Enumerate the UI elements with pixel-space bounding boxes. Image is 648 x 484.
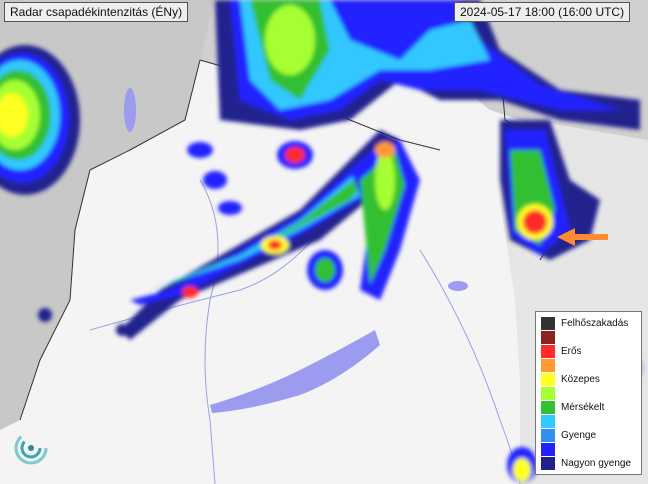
legend-item: Nagyon gyenge — [541, 457, 631, 470]
country-border — [19, 59, 201, 421]
legend-item: Gyenge — [541, 429, 596, 442]
legend-label: Felhőszakadás — [561, 318, 629, 329]
legend-item — [541, 331, 561, 344]
legend-label: Gyenge — [561, 430, 597, 441]
legend-item: Erős — [541, 345, 582, 358]
legend-item: Mérsékelt — [541, 401, 604, 414]
legend-item: Felhőszakadás — [541, 317, 628, 330]
legend: Felhőszakadás Erős Közepes Mérsékelt Gye… — [535, 311, 642, 475]
timestamp: 2024-05-17 18:00 (16:00 UTC) — [454, 2, 631, 22]
lake — [124, 88, 136, 132]
legend-item — [541, 359, 561, 372]
lake-balaton — [210, 330, 380, 413]
river — [199, 179, 219, 484]
legend-label: Közepes — [561, 374, 600, 385]
legend-item — [541, 415, 561, 428]
legend-label: Erős — [561, 346, 582, 357]
legend-label: Nagyon gyenge — [561, 458, 632, 469]
legend-item — [541, 387, 561, 400]
legend-item: Közepes — [541, 373, 600, 386]
swirl-logo-icon — [14, 431, 48, 465]
lake — [448, 281, 468, 291]
arrow-annotation — [557, 228, 608, 246]
legend-label: Mérsékelt — [561, 402, 605, 413]
legend-item — [541, 443, 561, 456]
map-title: Radar csapadékintenzitás (ÉNy) — [4, 2, 189, 22]
